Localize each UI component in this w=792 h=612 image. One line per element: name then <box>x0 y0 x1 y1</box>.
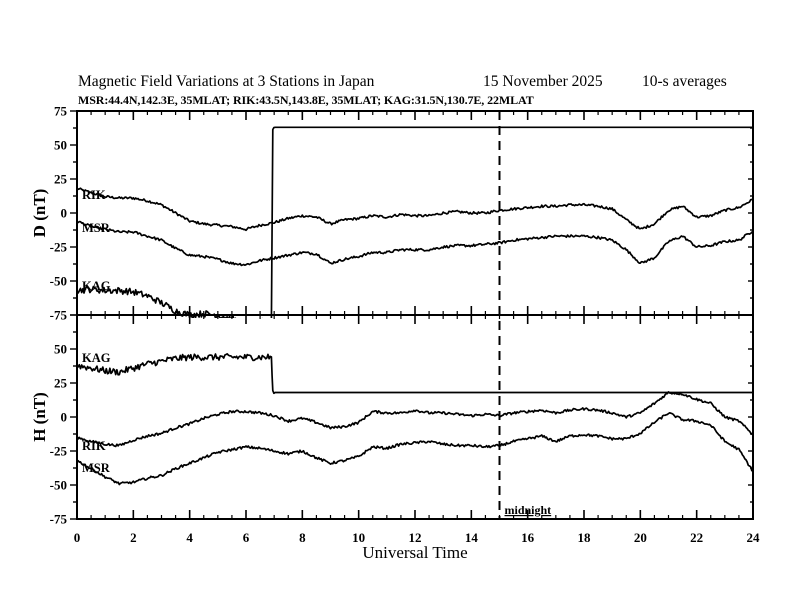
x-tick-label: 10 <box>352 530 365 545</box>
x-tick-label: 6 <box>243 530 250 545</box>
y-tick-label: 50 <box>54 342 67 357</box>
y-tick-label: 25 <box>54 172 68 187</box>
y-tick-label: -50 <box>50 274 67 289</box>
y-tick-label: 75 <box>54 104 68 119</box>
y-tick-label: -25 <box>50 444 68 459</box>
panel-h: 50 25 0 -25 -50 -75 H (nT) KAG RIK MSR <box>30 314 754 527</box>
series-line-kag <box>77 353 753 395</box>
y-tick-label: 0 <box>61 206 68 221</box>
x-tick-label: 18 <box>578 530 592 545</box>
x-tick-label: 24 <box>747 530 761 545</box>
x-tick-label: 16 <box>521 530 535 545</box>
y-axis-title: D (nT) <box>30 189 49 238</box>
x-tick-label: 20 <box>634 530 647 545</box>
y-tick-label: 25 <box>54 376 68 391</box>
averaging-label: 10-s averages <box>642 73 727 90</box>
y-tick-label: -50 <box>50 478 67 493</box>
midnight-marker: midnight <box>498 111 552 519</box>
x-axis-title: Universal Time <box>362 543 467 562</box>
panel-frame <box>76 110 754 316</box>
x-tick-label: 22 <box>690 530 703 545</box>
series-line-msr <box>77 411 753 486</box>
y-tick-label: 0 <box>61 410 68 425</box>
stations-info: MSR:44.4N,142.3E, 35MLAT; RIK:43.5N,143.… <box>78 93 534 107</box>
series-label-kag: KAG <box>82 351 111 365</box>
panel-d: 75 50 25 0 -25 -50 -75 D (nT) RIK MSR KAG <box>30 104 754 323</box>
series-line-rik <box>77 187 753 232</box>
x-tick-label: 0 <box>74 530 81 545</box>
series-line-rik <box>77 391 753 448</box>
series-label-kag: KAG <box>82 279 111 293</box>
x-tick-label: 4 <box>186 530 193 545</box>
panel-frame <box>76 314 754 520</box>
y-tick-label: 50 <box>54 138 67 153</box>
midnight-label: midnight <box>505 503 552 517</box>
y-axis-title: H (nT) <box>30 392 49 442</box>
x-tick-label: 2 <box>130 530 137 545</box>
series-line-kag <box>77 126 753 318</box>
series-label-rik: RIK <box>82 188 106 202</box>
x-tick-label: 12 <box>409 530 422 545</box>
y-tick-label: -25 <box>50 240 68 255</box>
y-tick-label: -75 <box>50 308 68 323</box>
series-label-msr: MSR <box>82 221 111 235</box>
x-tick-label: 8 <box>299 530 306 545</box>
series-label-rik: RIK <box>82 439 106 453</box>
chart-title: Magnetic Field Variations at 3 Stations … <box>78 73 375 90</box>
x-tick-label: 14 <box>465 530 479 545</box>
series-label-msr: MSR <box>82 461 111 475</box>
y-tick-label: -75 <box>50 512 68 527</box>
series-line-msr <box>77 220 753 267</box>
chart-date: 15 November 2025 <box>483 73 603 90</box>
